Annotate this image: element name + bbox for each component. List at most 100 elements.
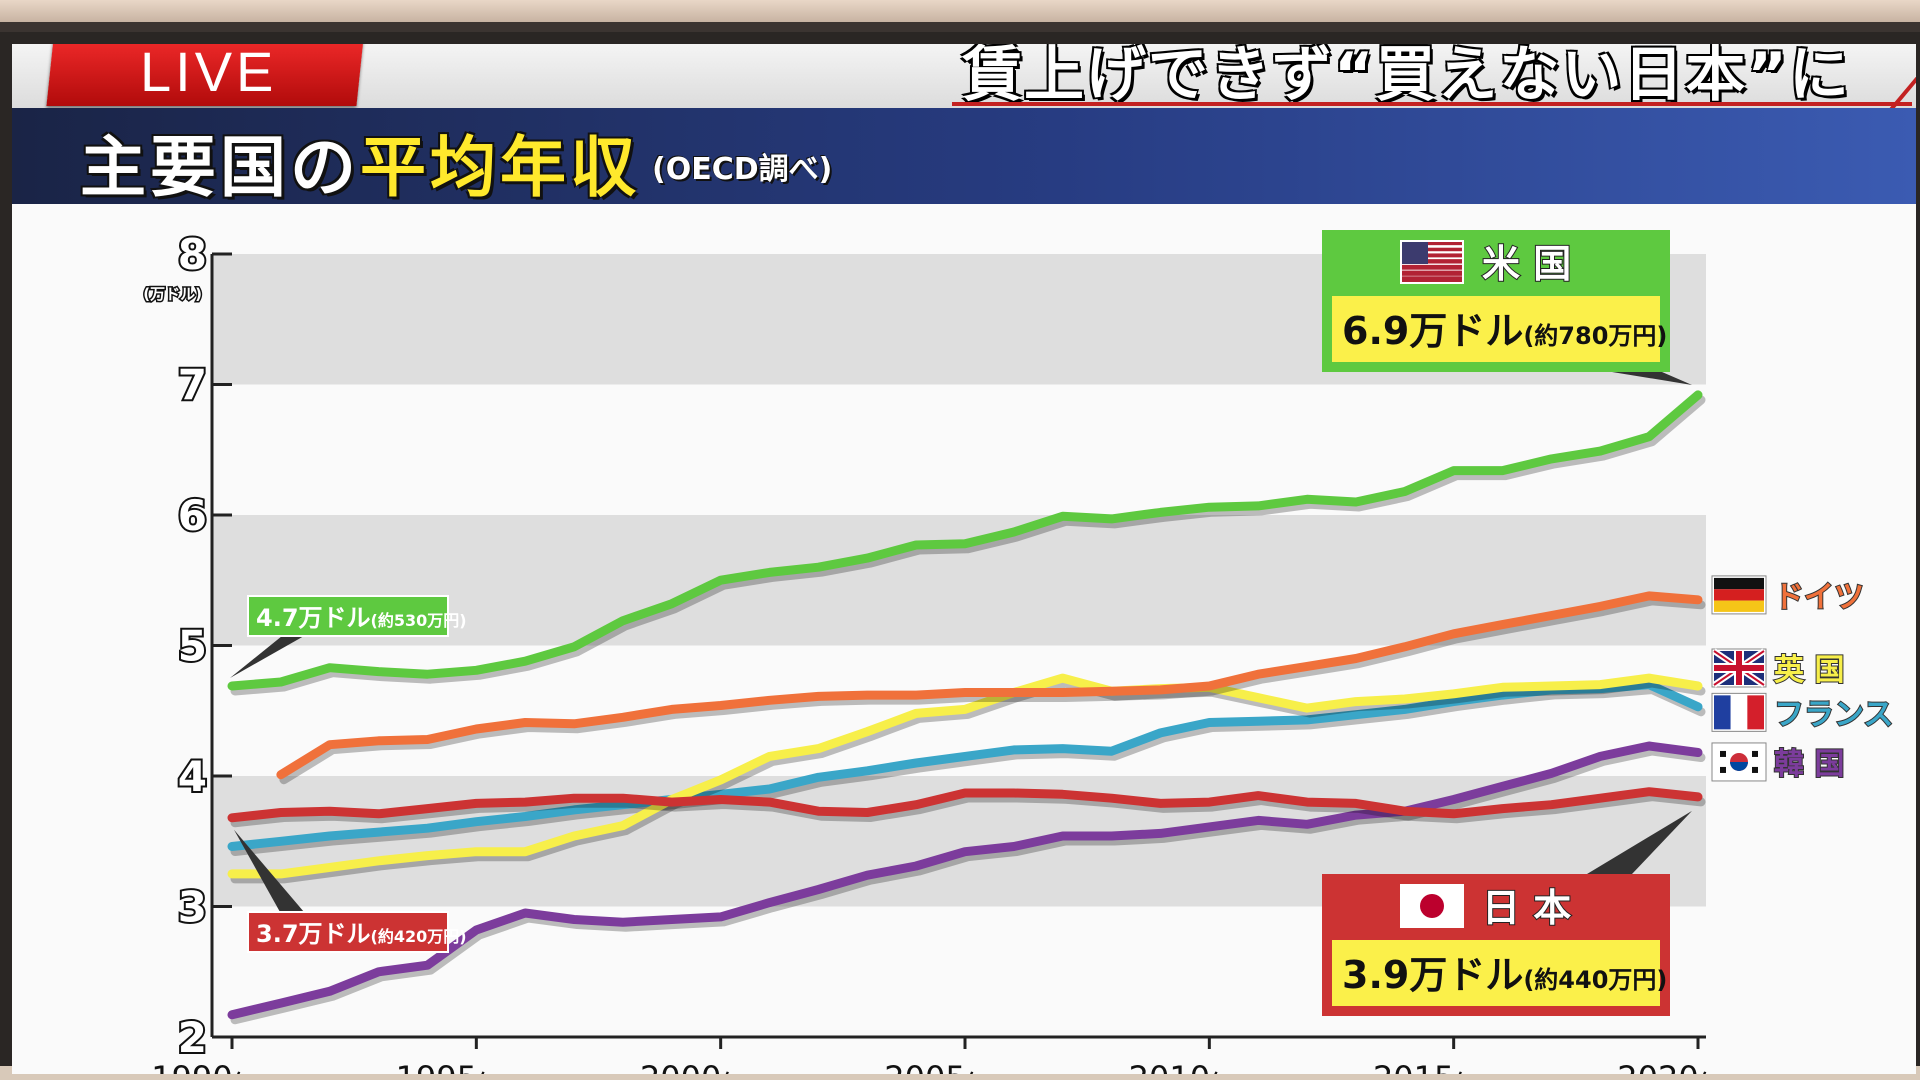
broadcast-screen: LIVE 賃上げできず“買えない日本”に 主要国の平均年収 (OECD調べ) 2… [12,44,1916,1074]
chart-title: 主要国の平均年収 [80,114,640,210]
series-shadow-korea [230,746,1706,1025]
series-line-germany [276,591,1703,780]
flag-trigram [1720,750,1726,757]
flag-stripe [1402,272,1462,276]
live-badge: LIVE [46,44,364,106]
x-tick-suffix: 年 [233,1070,253,1074]
flag-stripe [1402,278,1462,282]
flag-stripe [1402,242,1462,246]
series-line-korea [227,741,1703,1020]
chart-title-prefix: 主要国の [80,129,360,206]
flag-stripe [1730,695,1748,730]
callout-sub: (約420万円) [371,927,467,946]
flag-stripe [1402,264,1462,268]
y-tick-label: 4 [178,752,207,801]
flag-cross-red [1714,664,1764,671]
x-tick-suffix: 年 [1699,1070,1719,1074]
y-axis-unit: (万ドル) [143,285,202,303]
series-shadow-france [230,685,1706,856]
legend-label-korea: 韓 国 [1774,747,1844,782]
x-tick-suffix: 年 [477,1070,497,1074]
y-tick-label: 8 [178,230,207,279]
series-line-usa [227,390,1703,691]
callout-country: 米 国 [1482,242,1571,286]
flag-stripe [1714,589,1764,601]
x-tick-label: 2020年 [1617,1059,1718,1074]
callout-value: 3.9万ドル(約440万円) [1342,953,1667,997]
flag-stripe [1402,248,1462,252]
callout-pointer [1587,810,1692,874]
callout-value-box [1332,296,1660,362]
flag-taegeuk-blue [1730,761,1748,771]
legend-label-germany: ドイツ [1774,580,1864,615]
series-line-japan [227,787,1703,823]
legend-item-uk: 英 国 [1711,648,1845,689]
flag-stripe [1402,270,1462,274]
axes: 2 3 4 5 6 7 8 (万ドル) 1990年 1995年 2000年 2005年 2010年 201… [142,228,1719,1074]
callout-pointer [234,829,304,912]
income-line-chart: 2 3 4 5 6 7 8 (万ドル) 1990年 1995年 2000年 2005年 2010年 201… [142,228,1895,1074]
series-shadow-germany [279,596,1706,785]
callout-usa_1990: 4.7万ドル(約530万円) [230,595,467,678]
flag-sun [1420,894,1444,918]
studio-frame-top [0,0,1920,32]
grid-band [212,515,1706,646]
x-tick-label: 1990年 [151,1059,252,1074]
callout-value-box [1332,940,1660,1006]
legend-item-korea: 韓 国 [1711,742,1845,783]
flag-stripe [1747,695,1764,730]
flag-stripe [1402,254,1462,258]
top-banner: LIVE 賃上げできず“買えない日本”に [12,44,1916,126]
y-tick-label: 2 [178,1013,207,1062]
callout-japan_2020: 日 本 3.9万ドル(約440万円) [1322,810,1692,1016]
flag-stripe [1402,276,1462,280]
flag-stripe [1402,260,1462,264]
callout-sub: (約780万円) [1523,322,1667,350]
callouts: 4.7万ドル(約530万円) 3.7万ドル(約420万円) 米 国6.9万ドル(約7… [230,230,1692,1016]
headline-underline [952,102,1912,106]
x-tick-label: 2000年 [640,1059,741,1074]
y-tick-label: 5 [178,622,207,671]
flag-trigram [1720,766,1726,773]
series-shadow-japan [230,792,1706,828]
x-tick-suffix: 年 [721,1070,741,1074]
legend-item-france: フランス [1711,692,1894,733]
series-lines [227,390,1706,1025]
x-tick-label: 2005年 [884,1059,985,1074]
series-line-uk [227,673,1703,879]
chart-title-highlight: 平均年収 [360,129,640,206]
flag-stripe [1714,577,1764,590]
legend-label-uk: 英 国 [1774,653,1844,688]
callout-sub: (約440万円) [1523,966,1667,994]
x-tick-label: 1995年 [396,1059,497,1074]
callout-box [247,595,449,637]
callout-sub: (約530万円) [371,611,467,630]
x-tick-label: 2015年 [1373,1059,1474,1074]
callout-japan_1990: 3.7万ドル(約420万円) [234,829,467,953]
callout-box [247,911,449,953]
flag-canton [1402,242,1428,264]
x-tick-suffix: 年 [966,1070,986,1074]
series-shadow-uk [230,678,1706,884]
flag-trigram [1752,766,1758,773]
callout-country: 日 本 [1482,886,1571,930]
flag-trigram [1752,750,1758,757]
series-line-france [227,680,1703,851]
x-tick-suffix: 年 [1210,1070,1230,1074]
legend-item-germany: ドイツ [1711,575,1865,616]
news-headline: 賃上げできず“買えない日本”に [962,44,1851,110]
legend-label-france: フランス [1774,697,1893,732]
y-tick-label: 7 [178,361,207,410]
x-tick-suffix: 年 [1454,1070,1474,1074]
flag-stripe [1402,266,1462,270]
y-tick-label: 6 [178,491,207,540]
series-shadow-usa [230,395,1706,696]
y-tick-label: 3 [178,883,207,932]
x-tick-label: 2010年 [1129,1059,1230,1074]
chart-title-bar: 主要国の平均年収 (OECD調べ) [12,108,1916,206]
flag-stripe [1714,600,1764,612]
chart-source: (OECD調べ) [652,152,833,187]
callout-usa_2020: 米 国6.9万ドル(約780万円) [1322,230,1692,385]
live-label: LIVE [140,44,278,103]
